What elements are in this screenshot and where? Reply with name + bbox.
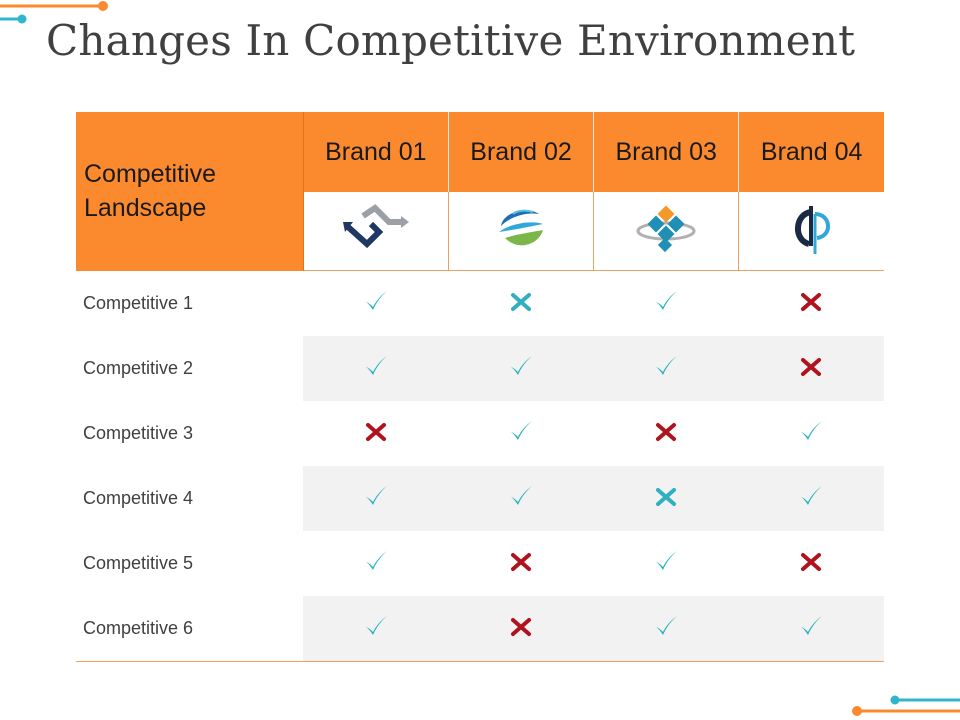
mark-cell-brand-01 <box>303 596 449 662</box>
check-icon <box>801 421 823 440</box>
competitive-landscape-header: Competitive Landscape <box>76 112 304 271</box>
mark-cell-brand-03 <box>593 466 739 531</box>
check-icon <box>365 291 387 310</box>
dp-letter-logo-icon <box>794 205 830 254</box>
bottom-right-decoration <box>852 695 960 716</box>
brand-02-logo-cell <box>448 192 595 271</box>
mark-cell-brand-04 <box>738 596 884 662</box>
check-icon <box>511 486 533 505</box>
mark-cell-brand-01 <box>303 531 448 596</box>
table-row: Competitive 2 <box>76 336 884 401</box>
mark-cell-brand-04 <box>739 531 884 596</box>
mark-cell-brand-02 <box>448 531 593 596</box>
table-row: Competitive 4 <box>76 466 884 531</box>
mark-cell-brand-02 <box>448 596 594 662</box>
swirl-globe-logo-icon <box>499 209 544 245</box>
cross-icon <box>801 358 822 376</box>
check-icon <box>365 551 387 570</box>
row-label: Competitive 3 <box>76 401 304 466</box>
table-row: Competitive 1 <box>76 270 884 337</box>
brand-03-header: Brand 03 <box>593 112 740 192</box>
table-row: Competitive 5 <box>76 531 884 596</box>
brand-02-header: Brand 02 <box>448 112 595 192</box>
brand-03-logo-cell <box>593 192 740 271</box>
row-label: Competitive 6 <box>76 596 304 662</box>
check-icon <box>656 291 678 310</box>
cross-icon <box>511 618 532 636</box>
mark-cell-brand-02 <box>448 466 594 531</box>
mark-cell-brand-04 <box>739 401 884 466</box>
mark-cell-brand-02 <box>448 271 593 337</box>
check-icon <box>511 356 533 375</box>
mark-cell-brand-02 <box>448 401 593 466</box>
comparison-table: Competitive Landscape Brand 01 Brand 02 … <box>76 112 884 662</box>
row-label: Competitive 4 <box>76 466 304 531</box>
brand-04-header: Brand 04 <box>738 112 884 192</box>
mark-cell-brand-03 <box>594 401 739 466</box>
brand-01-header: Brand 01 <box>303 112 449 192</box>
check-icon <box>511 421 533 440</box>
mark-cell-brand-03 <box>594 531 739 596</box>
brand-01-logo-cell <box>303 192 449 271</box>
mark-cell-brand-03 <box>594 271 739 337</box>
check-icon <box>365 616 387 635</box>
mark-cell-brand-02 <box>448 336 594 401</box>
row-label: Competitive 5 <box>76 531 304 596</box>
top-left-decoration <box>0 1 108 24</box>
row-label: Competitive 1 <box>76 270 304 336</box>
check-icon <box>656 356 678 375</box>
mark-cell-brand-01 <box>303 271 448 337</box>
table-row: Competitive 3 <box>76 401 884 466</box>
cross-icon <box>365 423 386 441</box>
cross-icon <box>656 423 677 441</box>
mark-cell-brand-01 <box>303 336 449 401</box>
cross-icon <box>511 293 532 311</box>
check-icon <box>801 486 823 505</box>
page-title: Changes In Competitive Environment <box>46 16 856 65</box>
cross-icon <box>511 553 532 571</box>
check-icon <box>365 356 387 375</box>
cross-icon <box>801 293 822 311</box>
check-icon <box>365 486 387 505</box>
mark-cell-brand-03 <box>593 336 739 401</box>
mark-cell-brand-04 <box>738 336 884 401</box>
brand-04-logo-cell <box>738 192 884 271</box>
mark-cell-brand-01 <box>303 466 449 531</box>
mark-cell-brand-04 <box>738 466 884 531</box>
check-icon <box>801 616 823 635</box>
table-row: Competitive 6 <box>76 596 884 662</box>
cross-icon <box>656 488 677 506</box>
row-label: Competitive 2 <box>76 336 304 401</box>
mark-cell-brand-01 <box>303 401 448 466</box>
arrows-logo-icon <box>342 203 409 248</box>
check-icon <box>656 551 678 570</box>
diamond-squares-logo-icon <box>636 205 696 252</box>
corner-label: Competitive Landscape <box>84 160 216 223</box>
cross-icon <box>801 553 822 571</box>
check-icon <box>656 616 678 635</box>
mark-cell-brand-04 <box>739 271 884 337</box>
mark-cell-brand-03 <box>593 596 739 662</box>
